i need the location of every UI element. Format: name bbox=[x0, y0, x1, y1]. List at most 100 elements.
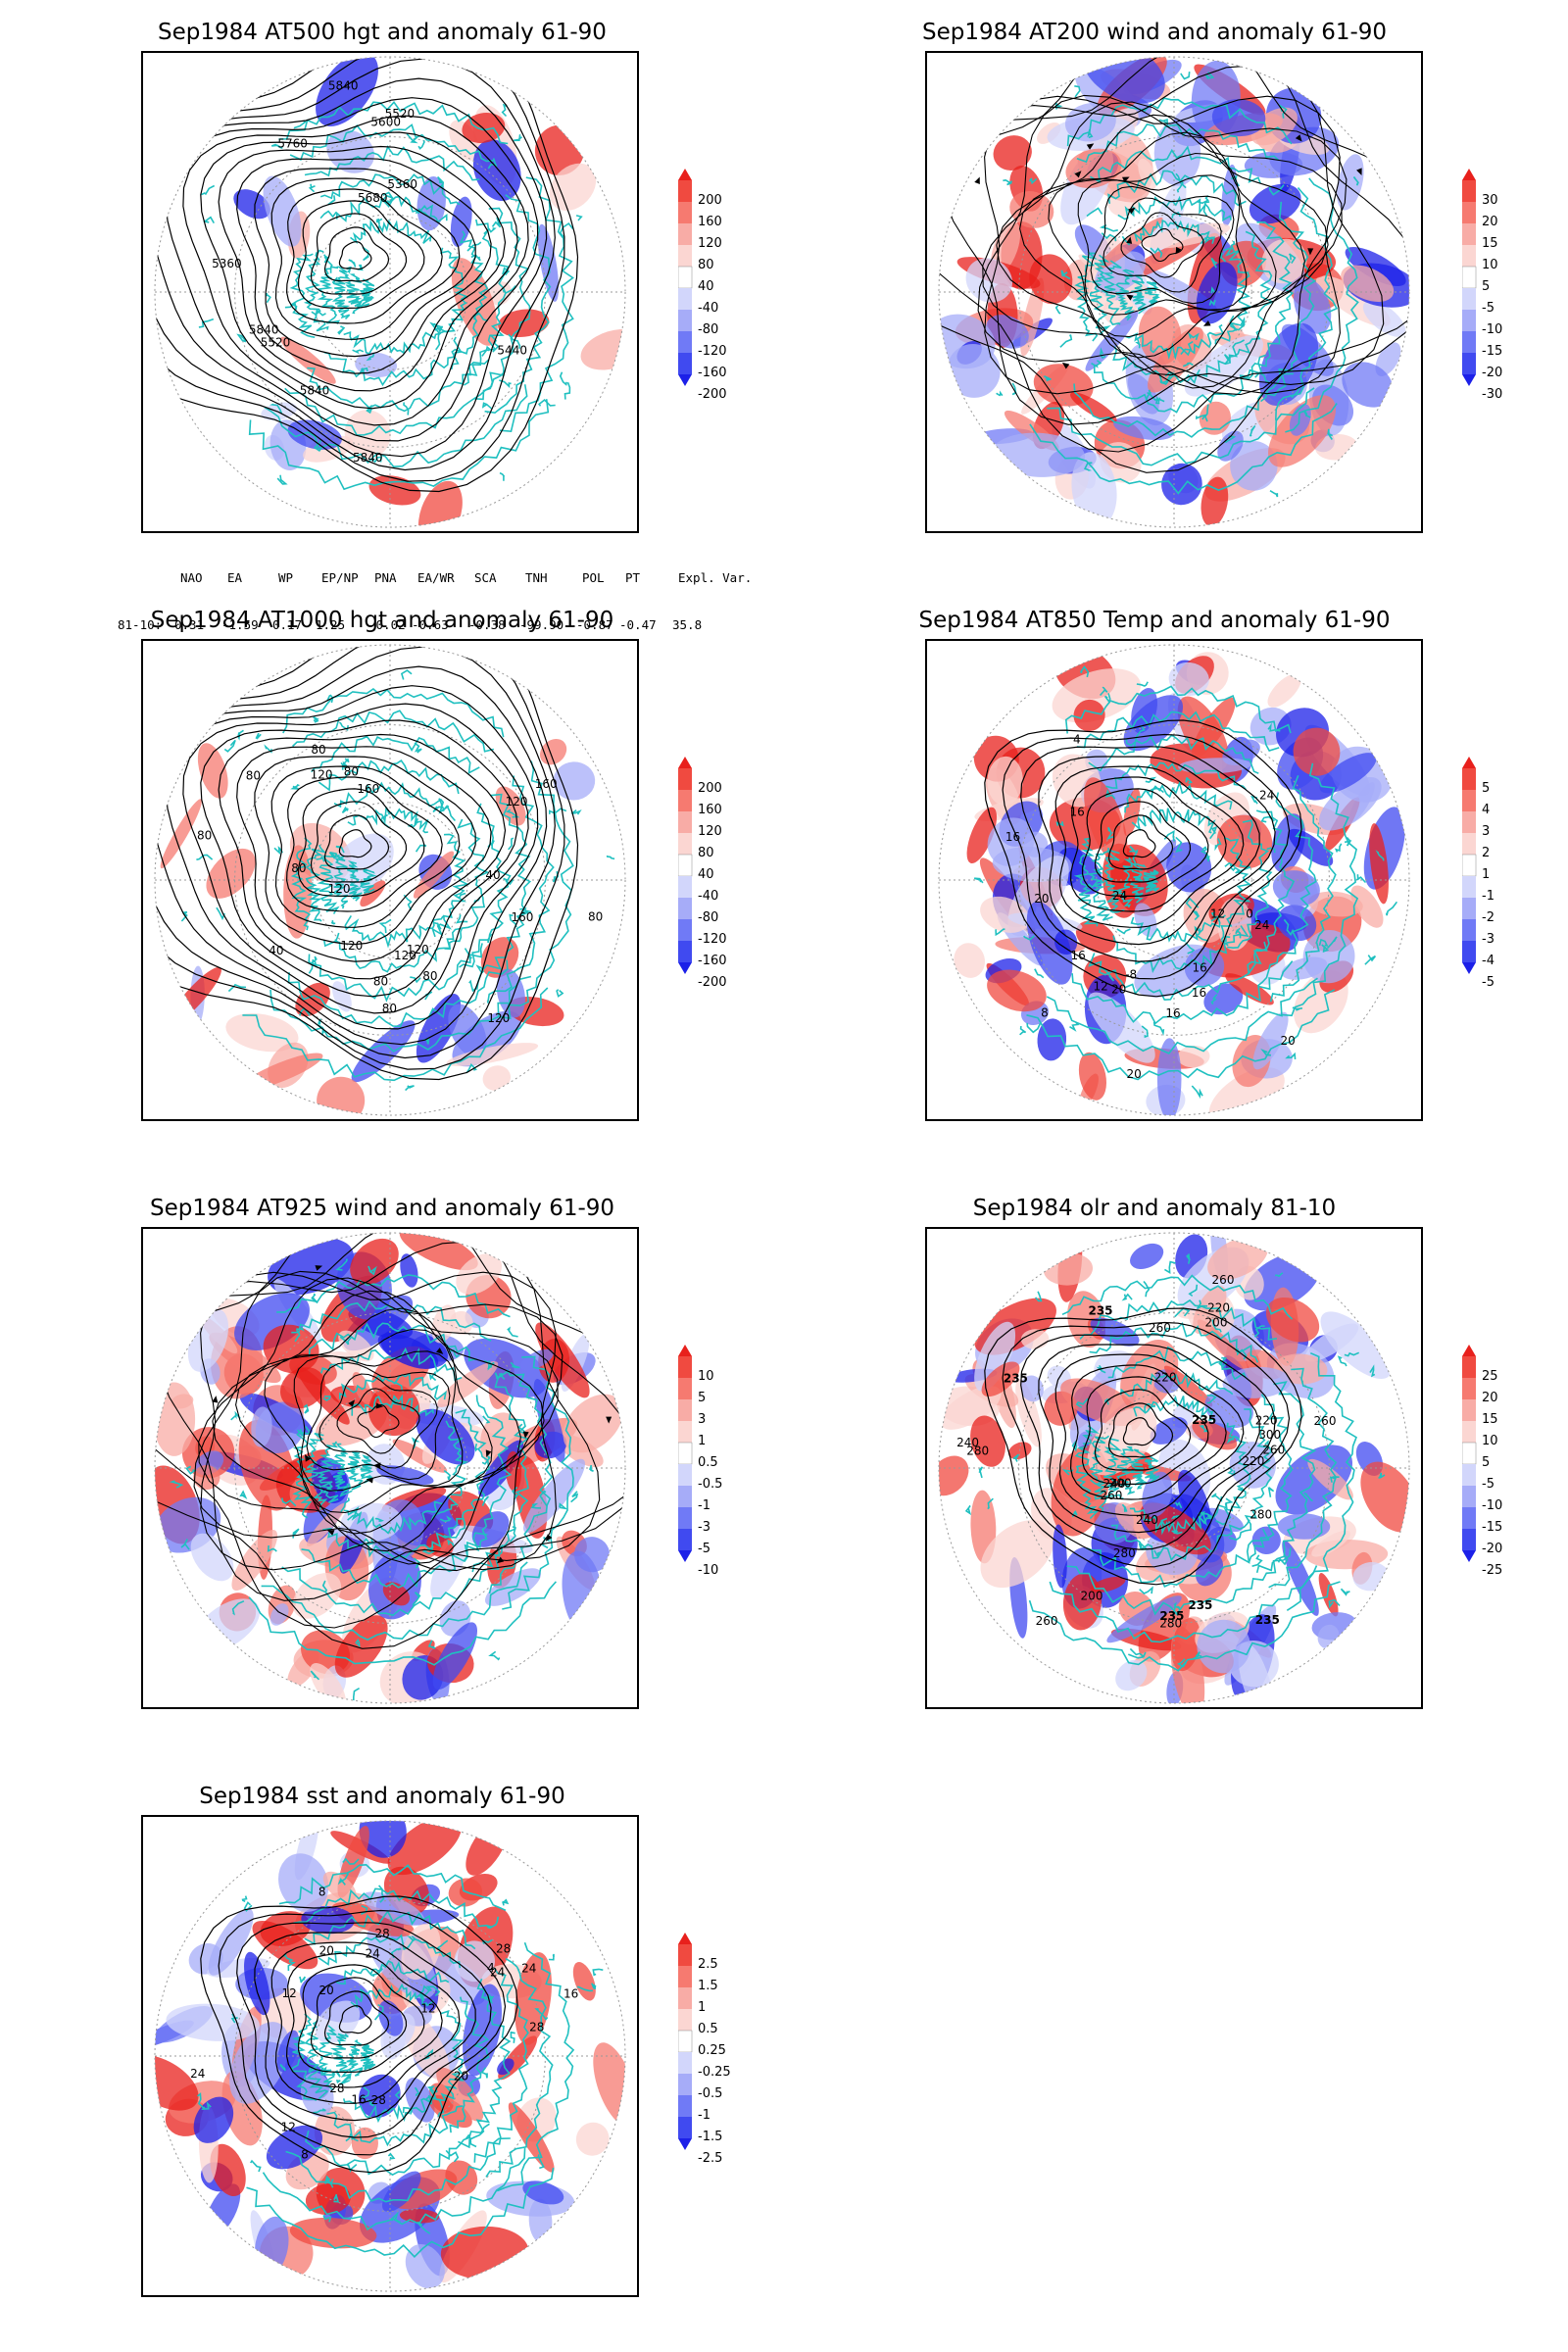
colorbar-tick-label: -1 bbox=[1482, 889, 1494, 904]
colorbar-tick-label: 1 bbox=[698, 2000, 707, 2015]
colorbar-tick-label: 1.5 bbox=[698, 1979, 718, 1993]
panel-title: Sep1984 AT200 wind and anomaly 61-90 bbox=[921, 20, 1388, 45]
contour-label: 28 bbox=[371, 2093, 386, 2107]
contour-label: 12 bbox=[1210, 907, 1225, 921]
colorbar-tick-label: -40 bbox=[698, 889, 719, 904]
contour-label: 20 bbox=[454, 2069, 468, 2082]
streamlines bbox=[939, 57, 1409, 473]
contour-label: 16 bbox=[1165, 1006, 1180, 1020]
colorbar-tick-label: -120 bbox=[698, 932, 727, 947]
colorbar-tick-label: -30 bbox=[1482, 387, 1503, 402]
contour-label: 5840 bbox=[249, 322, 279, 336]
colorbar-tick-label: 120 bbox=[698, 824, 722, 839]
colorbar-swatch bbox=[678, 1486, 692, 1507]
contour-label: 8 bbox=[301, 2147, 309, 2161]
colorbar-swatch bbox=[678, 1421, 692, 1443]
contour-label: 24 bbox=[1112, 889, 1127, 903]
colorbar-bottom-arrow bbox=[678, 2138, 692, 2150]
contour-label: 8 bbox=[1041, 1005, 1049, 1019]
colorbar: 5 4 3 2 1 -1 -2 -3 -4 -5 bbox=[1461, 757, 1550, 1027]
colorbar-swatch bbox=[678, 288, 692, 310]
colorbar-swatch bbox=[677, 854, 693, 877]
polar-stereographic-map bbox=[154, 1232, 626, 1704]
contour-label: 24 bbox=[1259, 788, 1274, 802]
colorbar-swatch bbox=[678, 2117, 692, 2138]
contour-label: 5840 bbox=[300, 383, 330, 397]
colorbar-top-arrow bbox=[1462, 1345, 1476, 1356]
teleconnection-row-label: 81-10: bbox=[118, 617, 163, 632]
colorbar-tick-label: -5 bbox=[698, 1542, 710, 1556]
colorbar-tick-label: 0.25 bbox=[698, 2043, 726, 2058]
colorbar-swatch bbox=[1462, 1486, 1476, 1507]
map-frame: 120 120 120 160 80 40 120 80 80 40 160 80 120 80 80 120… bbox=[141, 639, 639, 1121]
colorbar-tick-label: 200 bbox=[698, 781, 722, 796]
contour-label: -8 bbox=[1125, 968, 1137, 982]
colorbar-swatch bbox=[1462, 202, 1476, 223]
colorbar-tick-label: 1 bbox=[698, 1434, 707, 1448]
contour-lines bbox=[984, 719, 1302, 998]
colorbar-swatch bbox=[678, 2095, 692, 2117]
contour-label: 5680 bbox=[358, 191, 388, 205]
teleconnection-value: -1.59 bbox=[221, 617, 259, 632]
colorbar-swatch bbox=[1462, 331, 1476, 353]
colorbar-tick-label: -3 bbox=[698, 1520, 710, 1535]
teleconnection-value: -0.87 bbox=[576, 617, 613, 632]
colorbar-swatch bbox=[1461, 854, 1477, 877]
contour-label: 5840 bbox=[353, 451, 383, 465]
colorbar-tick-label: -80 bbox=[698, 322, 719, 337]
polar-stereographic-map: 2602802402352602402352202602802002352202… bbox=[938, 1232, 1410, 1704]
colorbar-tick-label: -5 bbox=[1482, 975, 1494, 990]
contour-lines bbox=[155, 645, 579, 1081]
panel-title: Sep1984 AT500 hgt and anomaly 61-90 bbox=[158, 20, 607, 45]
contour-label: 160 bbox=[511, 910, 533, 924]
contour-label: 280 bbox=[966, 1445, 989, 1458]
colorbar-tick-label: 4 bbox=[1482, 803, 1491, 817]
colorbar-swatch bbox=[678, 310, 692, 331]
contour-label: 280 bbox=[1250, 1508, 1272, 1522]
colorbar-swatch bbox=[678, 1464, 692, 1486]
contour-label: 24 bbox=[521, 1961, 536, 1975]
colorbar-tick-label: -160 bbox=[698, 366, 727, 380]
colorbar: 30 20 15 10 5 -5 -10 -15 -20 -30 bbox=[1461, 169, 1550, 439]
colorbar-top-arrow bbox=[678, 1933, 692, 1944]
contour-label: 5360 bbox=[212, 257, 242, 270]
colorbar-tick-label: 15 bbox=[1482, 236, 1498, 251]
panel-title: Sep1984 olr and anomaly 81-10 bbox=[972, 1196, 1337, 1221]
contour-label: 20 bbox=[1126, 1067, 1141, 1081]
contour-label: 20 bbox=[319, 1943, 334, 1957]
colorbar-swatch bbox=[678, 180, 692, 202]
colorbar-tick-label: 30 bbox=[1482, 193, 1498, 208]
teleconnection-value: -99.90 bbox=[519, 617, 564, 632]
contour-label: 12 bbox=[1093, 980, 1107, 994]
map-frame: 5840 5840 5520 5440 5360 5360 5520 5600 5680 5760… bbox=[141, 51, 639, 533]
colorbar-tick-label: -160 bbox=[698, 954, 727, 968]
colorbar-swatch bbox=[1462, 768, 1476, 790]
colorbar-tick-label: 5 bbox=[1482, 1455, 1491, 1470]
colorbar-tick-label: -5 bbox=[1482, 301, 1494, 316]
colorbar-swatch bbox=[1462, 811, 1476, 833]
colorbar-swatch bbox=[678, 2074, 692, 2095]
contour-label: 220 bbox=[1255, 1414, 1278, 1428]
contour-label: 240 bbox=[1102, 1477, 1125, 1491]
colorbar-tick-label: 20 bbox=[1482, 1391, 1498, 1405]
colorbar-tick-label: -2 bbox=[1482, 910, 1494, 925]
contour-label: 20 bbox=[1280, 1034, 1295, 1048]
colorbar-swatch bbox=[678, 768, 692, 790]
colorbar-swatch bbox=[1462, 310, 1476, 331]
contour-label: 16 bbox=[1069, 806, 1084, 819]
contour-label: 240 bbox=[956, 1436, 979, 1449]
colorbar-tick-label: -2.5 bbox=[698, 2151, 723, 2166]
colorbar-swatches bbox=[677, 169, 693, 386]
contour-label: 280 bbox=[1159, 1617, 1182, 1631]
colorbar-swatch bbox=[677, 266, 693, 289]
contour-label: 260 bbox=[1262, 1444, 1285, 1457]
coastline-layer bbox=[197, 1857, 604, 2258]
contour-label: 5520 bbox=[385, 107, 416, 121]
colorbar-swatch bbox=[678, 833, 692, 855]
lat-lon-grid bbox=[154, 56, 626, 528]
contour-label: 235 bbox=[1088, 1303, 1112, 1317]
teleconnection-header: SCA bbox=[474, 570, 497, 585]
